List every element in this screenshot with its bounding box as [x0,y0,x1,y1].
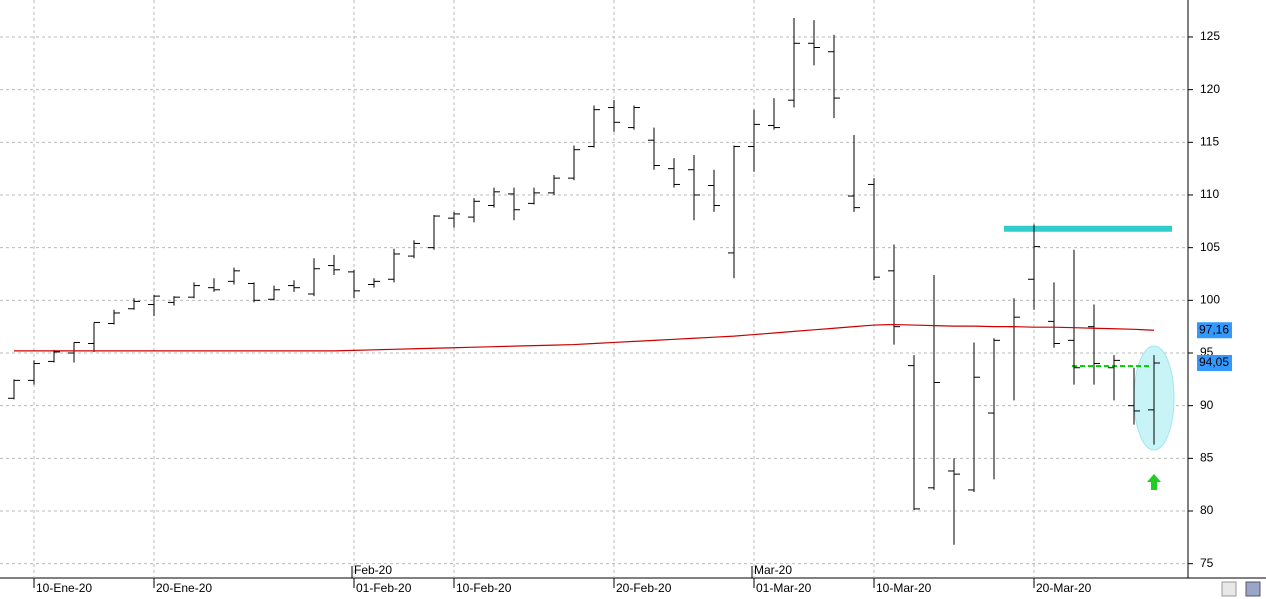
up-arrow [1147,474,1161,490]
y-tick-label: 85 [1200,451,1214,465]
month-label: Feb-20 [354,563,392,577]
save-icon[interactable] [1245,581,1261,597]
y-tick-label: 120 [1200,82,1220,96]
x-tick-label: 20-Mar-20 [1036,581,1092,595]
y-tick-label: 90 [1200,398,1214,412]
settings-icon[interactable] [1221,581,1237,597]
x-tick-label: 20-Feb-20 [616,581,672,595]
y-tick-label: 115 [1200,134,1219,148]
y-tick-label: 75 [1200,556,1214,570]
y-tick-label: 125 [1200,29,1220,43]
moving-average [14,323,1155,352]
x-tick-label: 01-Feb-20 [356,581,412,595]
month-label: Mar-20 [754,563,792,577]
x-tick-label: 20-Ene-20 [156,581,212,595]
x-tick-label: 10-Feb-20 [456,581,512,595]
y-tick-label: 100 [1200,292,1220,306]
y-tick-label: 105 [1200,240,1220,254]
value-marker [1197,322,1232,339]
y-tick-label: 110 [1200,187,1219,201]
value-marker-label: 97,16 [1199,322,1229,336]
value-marker [1197,355,1232,372]
value-marker-label: 94,05 [1199,355,1229,369]
x-tick-label: 10-Mar-20 [876,581,932,595]
y-tick-label: 80 [1200,503,1214,517]
x-tick-label: 01-Mar-20 [756,581,812,595]
x-tick-label: 10-Ene-20 [36,581,92,595]
